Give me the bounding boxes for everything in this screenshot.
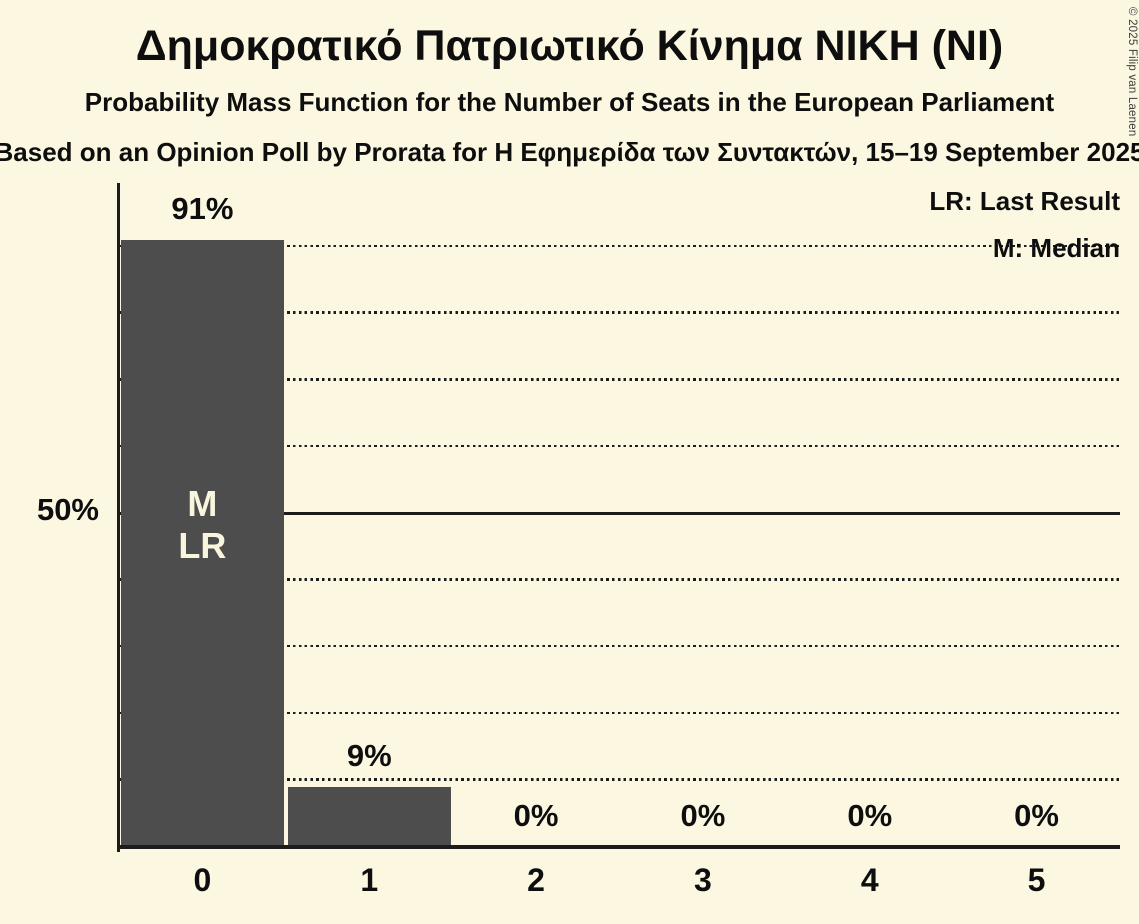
gridline-60pct [119, 444, 1120, 448]
bar-value-label-seat-2: 0% [513, 798, 559, 833]
gridline-40pct [119, 578, 1120, 581]
gridline-30pct [119, 644, 1120, 648]
annotation-m-label: M [187, 483, 218, 524]
x-tick-label-0: 0 [193, 862, 212, 898]
copyright-notice: © 2025 Filip van Laenen [1126, 7, 1138, 137]
gridline-90pct [119, 244, 1120, 248]
bar-value-label-seat-1: 9% [346, 737, 392, 773]
chart-title: Δημοκρατικό Πατριωτικό Κίνημα ΝΙΚΗ (ΝΙ) [135, 22, 1004, 70]
legend-last-result-label: LR: Last Result [929, 186, 1120, 216]
x-tick-label-4: 4 [860, 862, 879, 898]
bar-annotation-seat-0: M LR [119, 483, 286, 567]
legend-median-label: M: Median [992, 233, 1120, 263]
chart-source-line: Based on an Opinion Poll by Prorata for … [0, 137, 1139, 167]
x-tick-label-3: 3 [694, 862, 712, 898]
y-axis-line [117, 183, 120, 852]
gridline-80pct [119, 311, 1120, 314]
chart-subtitle: Probability Mass Function for the Number… [84, 87, 1055, 117]
gridline-50pct [119, 511, 1120, 515]
bar-value-label-seat-3: 0% [680, 798, 726, 833]
x-tick-label-1: 1 [360, 862, 379, 898]
bar-seat-0 [121, 240, 284, 847]
legend: LR: Last Result M: Median [929, 178, 1120, 272]
gridline-10pct [119, 778, 1120, 781]
bar-value-label-seat-0: 91% [171, 191, 234, 227]
annotation-lr-label: LR [178, 525, 227, 566]
bar-value-label-seat-4: 0% [847, 798, 893, 833]
x-tick-label-2: 2 [527, 862, 545, 898]
gridline-20pct [119, 711, 1120, 715]
x-axis-line [117, 845, 1120, 849]
y-axis-50-label: 50% [36, 492, 99, 527]
x-tick-label-5: 5 [1027, 862, 1046, 898]
bar-value-label-seat-5: 0% [1014, 798, 1059, 833]
bar-seat-1 [287, 786, 451, 847]
gridline-70pct [119, 378, 1120, 381]
